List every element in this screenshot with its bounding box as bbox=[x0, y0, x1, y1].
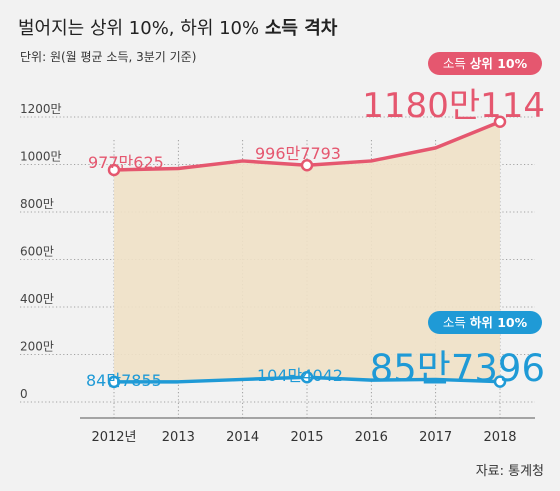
top-data-point bbox=[493, 115, 507, 128]
bottom-legend-pill bbox=[428, 311, 542, 334]
bottom-data-point bbox=[107, 375, 121, 389]
gap-area-fill bbox=[114, 121, 500, 382]
top-data-label: 996만7793 bbox=[255, 144, 341, 163]
source-note: 자료: 통계청 bbox=[475, 464, 544, 479]
top-legend-bold: 상위 10% bbox=[470, 56, 528, 71]
bottom-legend-badge: 소득 하위 10% bbox=[428, 311, 542, 334]
y-tick-label: 200만 bbox=[20, 340, 54, 354]
top-data-label: 1180만114 bbox=[362, 86, 545, 126]
y-tick-label: 1000만 bbox=[20, 150, 62, 164]
x-tick-label: 2017 bbox=[419, 430, 452, 445]
chart-title: 벌어지는 상위 10%, 하위 10% 소득 격차 bbox=[18, 14, 337, 40]
x-tick-label: 2014 bbox=[226, 430, 259, 445]
y-tick-label: 0 bbox=[20, 387, 28, 401]
x-tick-label: 2012년 bbox=[91, 430, 136, 445]
bottom-data-label: 84만7855 bbox=[86, 371, 162, 390]
chart-title-main: 벌어지는 상위 10%, 하위 10% bbox=[18, 18, 260, 39]
top-legend-text: 소득 상위 10% bbox=[443, 56, 528, 71]
bottom-data-point bbox=[300, 370, 314, 384]
x-tick-label: 2018 bbox=[483, 430, 516, 445]
top-data-point bbox=[107, 163, 121, 177]
bottom-legend-text: 소득 하위 10% bbox=[443, 315, 528, 330]
y-tick-label: 600만 bbox=[20, 245, 54, 259]
bottom-legend-prefix: 소득 bbox=[443, 315, 470, 330]
top-data-point bbox=[300, 159, 314, 172]
top-legend-prefix: 소득 bbox=[443, 56, 470, 71]
y-tick-label: 800만 bbox=[20, 197, 54, 211]
x-tick-label: 2013 bbox=[162, 430, 195, 445]
top-data-label: 977만625 bbox=[88, 153, 164, 172]
x-tick-label: 2016 bbox=[355, 430, 388, 445]
bottom-data-label: 104만4042 bbox=[257, 366, 343, 385]
chart-subtitle: 단위: 원(월 평균 소득, 3분기 기준) bbox=[20, 50, 197, 64]
chart-title-bold: 소득 격차 bbox=[264, 18, 338, 39]
bottom-data-point bbox=[493, 375, 507, 388]
y-tick-label: 400만 bbox=[20, 292, 54, 306]
bottom-legend-bold: 하위 10% bbox=[470, 315, 528, 330]
top-legend-pill bbox=[428, 52, 542, 75]
top-legend-badge: 소득 상위 10% bbox=[428, 52, 542, 75]
x-tick-label: 2015 bbox=[290, 430, 323, 445]
bottom-data-label: 85만7396 bbox=[370, 347, 545, 390]
y-tick-label: 1200만 bbox=[20, 102, 62, 116]
